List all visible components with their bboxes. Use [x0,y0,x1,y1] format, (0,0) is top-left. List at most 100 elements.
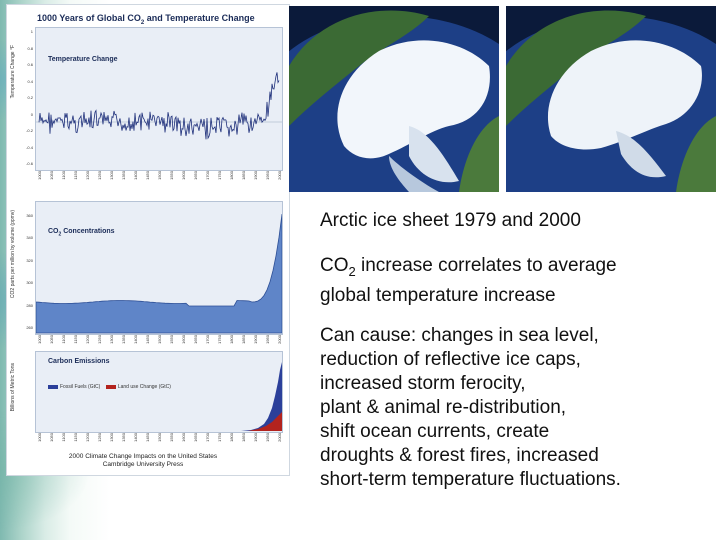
x-tick-label: 1650 [193,433,198,442]
x-tick-label: 1200 [85,433,90,442]
co2-correlation-line-2: global temperature increase [320,284,556,306]
y-tick-label: 320 [26,257,33,263]
x-tick-label: 1200 [85,335,90,344]
x-tick-label: 1050 [49,335,54,344]
x-tick-label: 1550 [169,335,174,344]
impacts-line: shift ocean currents, create [320,421,550,442]
temperature-xticks: 1000 1050 1100 1150 1200 1250 1300 1350 1400 1450… [35,171,282,185]
x-tick-label: 1850 [241,433,246,442]
fossil-legend-label: Fossil Fuels (GtC) [60,384,101,390]
x-tick-label: 1950 [265,335,270,344]
x-tick-label: 1500 [157,433,162,442]
x-tick-label: 1900 [253,171,258,180]
y-tick-label: 260 [26,325,33,330]
impacts-line: short-term temperature fluctuations. [320,469,621,490]
x-tick-label: 1550 [169,433,174,442]
credit-line-1: 2000 Climate Change Impacts on the Unite… [68,453,218,460]
x-tick-label: 1800 [229,433,234,442]
x-tick-label: 1250 [97,433,102,442]
x-tick-label: 2000 [277,335,282,344]
x-tick-label: 1500 [157,171,162,180]
carbon-panel: Carbon Emissions Fossil Fuels (GtC) Land… [35,351,283,433]
fossil-swatch [48,384,58,389]
temperature-panel: Temperature Change [35,27,283,171]
x-tick-label: 1450 [145,171,150,180]
x-tick-label: 1050 [49,433,54,442]
y-tick-label: 280 [26,302,33,308]
carbon-xticks: 1000 1050 1100 1150 1200 1250 1300 1350 1400 1450… [35,433,282,447]
x-tick-label: 1150 [73,335,78,344]
co2-panel: CO2 Concentrations [35,201,283,335]
x-tick-label: 1100 [61,433,66,442]
impacts-line: droughts & forest fires, increased [320,445,599,466]
composite-title: 1000 Years of Global CO2 and Temperature… [37,13,255,26]
co2-plot [36,213,282,334]
x-tick-label: 1850 [241,335,246,344]
x-tick-label: 2000 [277,433,282,442]
x-tick-label: 1300 [109,433,114,442]
x-tick-label: 1650 [193,335,198,344]
x-tick-label: 1350 [121,433,126,442]
temperature-panel-title: Temperature Change [48,56,118,63]
x-tick-label: 1950 [265,171,270,180]
arctic-ice-1979-image [289,6,499,192]
y-tick-label: 1 [30,29,33,34]
x-tick-label: 1300 [109,335,114,344]
x-tick-label: 1150 [73,433,78,442]
carbon-plot [241,362,282,431]
x-tick-label: 1400 [133,171,138,180]
x-tick-label: 1000 [37,433,42,442]
x-tick-label: 1950 [265,433,270,442]
x-tick-label: 1050 [49,171,54,180]
x-tick-label: 1850 [241,171,246,180]
x-tick-label: 1000 [37,171,42,180]
impacts-line: Can cause: changes in sea level, [320,325,599,346]
climate-composite-figure: 1000 Years of Global CO2 and Temperature… [6,4,290,476]
impacts-text: Can cause: changes in sea level, reductio… [320,324,621,492]
credit-line-2: Cambridge University Press [102,461,184,468]
x-tick-label: 2000 [277,171,282,180]
x-tick-label: 1400 [133,335,138,344]
x-tick-label: 1450 [145,433,150,442]
co2-correlation-line-1: CO2 increase correlates to average [320,255,617,279]
x-tick-label: 1500 [157,335,162,344]
x-tick-label: 1900 [253,335,258,344]
impacts-line: reduction of reflective ice caps, [320,349,581,370]
y-tick-label: 0 [30,111,33,117]
co2-panel-title: CO2 Concentrations [48,228,115,238]
temperature-ylabel: Temperature Change °F [10,45,16,99]
x-tick-label: 1750 [217,335,222,344]
y-tick-label: -0.2 [26,128,33,133]
x-tick-label: 1150 [73,171,78,180]
x-tick-label: 1300 [109,171,114,180]
y-tick-label: 0.4 [27,78,33,84]
arctic-caption: Arctic ice sheet 1979 and 2000 [320,210,581,231]
x-tick-label: 1400 [133,433,138,442]
x-tick-label: 1600 [181,335,186,344]
impacts-line: increased storm ferocity, [320,373,526,394]
x-tick-label: 1550 [169,171,174,180]
co2-correlation-text: CO2 increase correlates to average globa… [320,254,617,308]
x-tick-label: 1350 [121,335,126,344]
x-tick-label: 1000 [37,335,42,344]
arctic-ice-2000-image [506,6,716,192]
x-tick-label: 1800 [229,335,234,344]
x-tick-label: 1700 [205,335,210,344]
x-tick-label: 1200 [85,171,90,180]
x-tick-label: 1600 [181,433,186,442]
x-tick-label: 1100 [61,171,66,180]
x-tick-label: 1250 [97,171,102,180]
carbon-legend: Fossil Fuels (GtC) Land use Change (GtC) [48,384,171,390]
x-tick-label: 1750 [217,171,222,180]
x-tick-label: 1700 [205,171,210,180]
y-tick-label: 0.2 [27,95,33,100]
figure-credit: 2000 Climate Change Impacts on the Unite… [43,453,243,469]
y-tick-label: 0.8 [27,45,33,51]
y-tick-label: 300 [26,280,33,286]
co2-ylabel: CO2 parts per million by volume (ppmv) [10,210,16,299]
co2-xticks: 1000 1050 1100 1150 1200 1250 1300 1350 1400 1450… [35,335,282,349]
x-tick-label: 1750 [217,433,222,442]
x-tick-label: 1700 [205,433,210,442]
temperature-plot [36,72,282,140]
x-tick-label: 1800 [229,171,234,180]
